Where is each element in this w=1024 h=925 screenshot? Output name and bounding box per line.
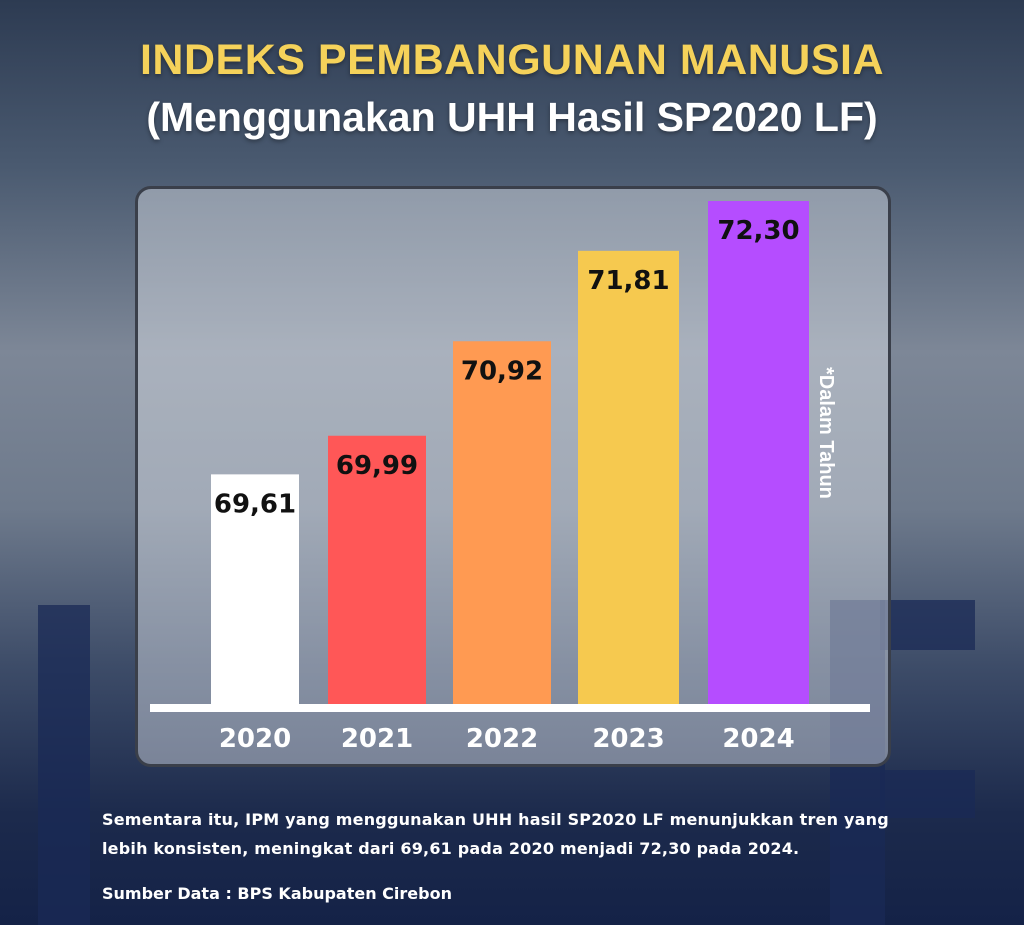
unit-note: *Dalam Tahun	[815, 367, 837, 499]
background-shape	[880, 770, 975, 818]
value-label-2020: 69,61	[214, 489, 296, 519]
bar-2020	[211, 474, 299, 704]
chart-panel: 69,61 2020 69,99 2021 70,92 2022 71,81 2023 72,3…	[135, 186, 891, 767]
category-label-2022: 2022	[466, 724, 538, 754]
bar-chart: 69,61 2020 69,99 2021 70,92 2022 71,81 2023 72,3…	[150, 201, 870, 754]
value-label-2021: 69,99	[336, 451, 418, 481]
value-label-2024: 72,30	[717, 216, 799, 246]
chart-subtitle: (Menggunakan UHH Hasil SP2020 LF)	[146, 94, 878, 140]
background-shape	[880, 600, 975, 650]
bar-2021	[328, 435, 426, 704]
background-shape	[38, 605, 90, 925]
bar-2023	[578, 250, 679, 704]
value-label-2022: 70,92	[461, 356, 543, 386]
category-label-2020: 2020	[219, 724, 291, 754]
bar-2022	[453, 341, 551, 704]
category-label-2021: 2021	[341, 724, 413, 754]
bar-2024	[708, 201, 809, 704]
chart-title: INDEKS PEMBANGUNAN MANUSIA	[139, 36, 885, 84]
source-text: Sumber Data : BPS Kabupaten Cirebon	[102, 884, 452, 903]
category-label-2024: 2024	[722, 724, 794, 754]
baseline	[150, 704, 870, 712]
category-label-2023: 2023	[592, 724, 664, 754]
value-label-2023: 71,81	[587, 266, 669, 296]
description-text: Sementara itu, IPM yang menggunakan UHH …	[102, 810, 889, 858]
